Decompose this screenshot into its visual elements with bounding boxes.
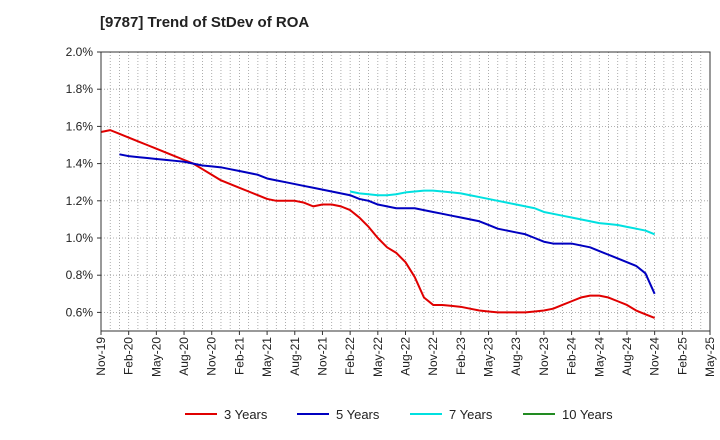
x-tick-label: May-24 (592, 337, 606, 377)
series-line-7-years (349, 189, 656, 236)
legend-label-5-years: 5 Years (336, 407, 380, 422)
x-tick-label: Feb-24 (565, 337, 579, 375)
x-tick-label: Aug-24 (620, 337, 634, 376)
y-tick-label: 1.8% (66, 82, 94, 96)
y-tick-label: 1.4% (66, 157, 94, 171)
chart-title: [9787] Trend of StDev of ROA (100, 14, 310, 31)
x-tick-label: Nov-22 (426, 337, 440, 376)
x-tick-label: Aug-21 (288, 337, 302, 376)
y-tick-label: 1.6% (66, 119, 94, 133)
y-axis-tick-labels: 0.6% 0.8% 1.0% 1.2% 1.4% 1.6% 1.8% 2.0% (66, 45, 101, 319)
x-tick-label: Aug-20 (177, 337, 191, 376)
x-axis-tick-labels: Nov-19 Feb-20 May-20 Aug-20 Nov-20 Feb-21 May-… (94, 331, 717, 377)
x-tick-label: Feb-25 (675, 337, 689, 375)
x-tick-label: May-25 (703, 337, 717, 377)
legend-label-3-years: 3 Years (224, 407, 268, 422)
x-tick-label: Nov-24 (648, 337, 662, 376)
series-line-5-years (119, 153, 656, 295)
legend-label-7-years: 7 Years (449, 407, 493, 422)
y-tick-label: 1.2% (66, 194, 94, 208)
x-tick-label: May-23 (482, 337, 496, 377)
x-tick-label: May-21 (260, 337, 274, 377)
x-tick-label: Feb-20 (122, 337, 136, 375)
x-tick-label: Aug-23 (509, 337, 523, 376)
grid-lines (101, 52, 710, 331)
legend: 3 Years 5 Years 7 Years 10 Years (185, 407, 613, 422)
x-tick-label: Feb-23 (454, 337, 468, 375)
y-tick-label: 2.0% (66, 45, 94, 59)
x-tick-label: Nov-23 (537, 337, 551, 376)
x-tick-label: May-20 (149, 337, 163, 377)
x-tick-label: Feb-22 (343, 337, 357, 375)
series-lines (100, 129, 656, 319)
y-tick-label: 0.6% (66, 305, 94, 319)
x-tick-label: Aug-22 (399, 337, 413, 376)
y-tick-label: 1.0% (66, 231, 94, 245)
x-tick-label: Feb-21 (232, 337, 246, 375)
x-tick-label: Nov-21 (315, 337, 329, 376)
x-tick-label: Nov-20 (205, 337, 219, 376)
y-tick-label: 0.8% (66, 268, 94, 282)
legend-label-10-years: 10 Years (562, 407, 613, 422)
x-tick-label: Nov-19 (94, 337, 108, 376)
x-tick-label: May-22 (371, 337, 385, 377)
